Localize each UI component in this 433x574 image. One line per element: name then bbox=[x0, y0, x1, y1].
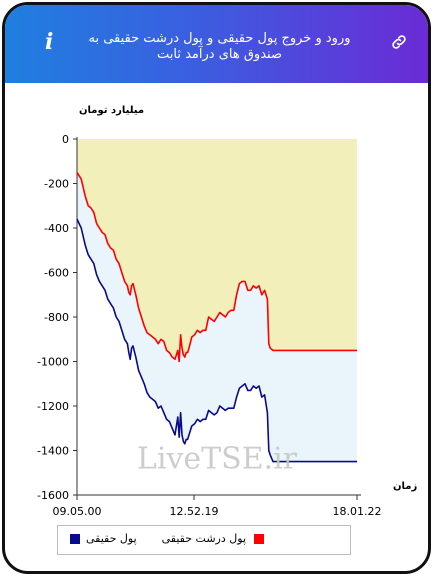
x-tick-label: 18.01.22 bbox=[333, 505, 382, 518]
chart-legend: پول درشت حقیقی پول حقیقی bbox=[57, 525, 351, 555]
legend-swatch-real bbox=[70, 534, 80, 544]
watermark: LiveTSE.ir bbox=[137, 441, 298, 476]
x-tick-label: 09.05.00 bbox=[53, 505, 102, 518]
x-axis-title: زمان bbox=[393, 481, 417, 492]
series-line-real bbox=[76, 218, 357, 463]
y-tick-label: -1600 bbox=[37, 489, 69, 502]
y-tick-label: -1200 bbox=[37, 400, 69, 413]
y-tick-label: -200 bbox=[44, 178, 69, 191]
chart-plot: 0 -200 -400 -600 -800 -1000 -1200 -1400 -1600 09.… bbox=[37, 105, 417, 518]
chart-title: ورود و خروج پول حقیقی و پول درشت حقیقی ب… bbox=[88, 31, 351, 62]
legend-label-real: پول حقیقی bbox=[86, 532, 137, 545]
x-tick-label: 12.52.19 bbox=[170, 505, 219, 518]
info-icon[interactable]: i bbox=[45, 29, 54, 55]
legend-label-large-real: پول درشت حقیقی bbox=[161, 532, 246, 545]
y-tick-label: -1000 bbox=[37, 356, 69, 369]
series-line-large-real bbox=[76, 171, 357, 363]
link-icon[interactable] bbox=[390, 33, 408, 51]
y-tick-label: -800 bbox=[44, 311, 69, 324]
area-large-real bbox=[77, 139, 357, 362]
legend-swatch-large-real bbox=[254, 534, 264, 544]
y-tick-label: -600 bbox=[44, 267, 69, 280]
y-tick-label: -400 bbox=[44, 222, 69, 235]
y-tick-label: 0 bbox=[62, 133, 69, 146]
y-axis-title: میلیارد تومان bbox=[79, 105, 144, 116]
y-tick-label: -1400 bbox=[37, 445, 69, 458]
chart-header: i ورود و خروج پول حقیقی و پول درشت حقیقی… bbox=[5, 5, 428, 83]
